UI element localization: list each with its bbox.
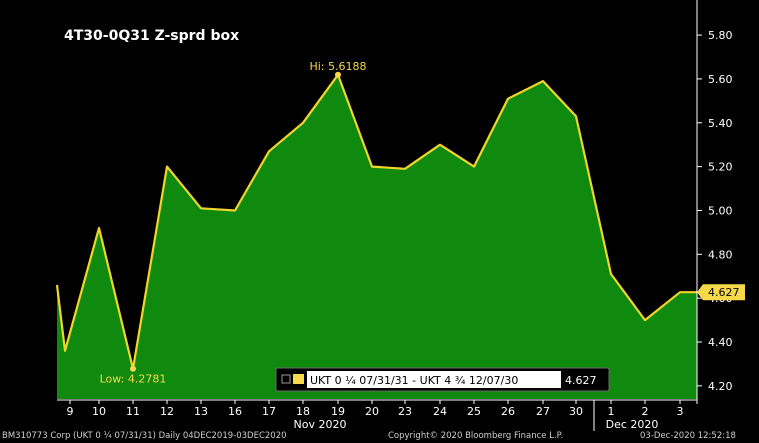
footer-bar: BM310773 Corp (UKT 0 ¼ 07/31/31) Daily 0…: [0, 431, 759, 443]
footer-timestamp: 03-Dec-2020 12:52:18: [640, 431, 736, 441]
legend-swatch: [293, 374, 304, 384]
x-tick-label: 23: [398, 405, 412, 418]
month-label-nov: Nov 2020: [294, 418, 347, 431]
y-tick-label: 5.40: [708, 117, 733, 130]
legend-toggle-icon: [281, 374, 291, 384]
plot-area: [55, 73, 697, 400]
legend-value: 4.627: [565, 374, 597, 387]
x-tick-label: 1: [608, 405, 615, 418]
chart-title: 4T30-0Q31 Z-sprd box: [64, 28, 239, 44]
last-value-tag: [697, 284, 745, 301]
hi-label: Hi: 5.6188: [309, 60, 366, 73]
legend-series-name: UKT 0 ¼ 07/31/31 - UKT 4 ¾ 12/07/30: [310, 374, 518, 387]
low-marker: [130, 365, 136, 372]
legend-name-background: [307, 371, 561, 388]
footer-security-info: BM310773 Corp (UKT 0 ¼ 07/31/31) Daily 0…: [2, 431, 287, 441]
x-tick-label: 12: [160, 405, 174, 418]
x-tick-label: 16: [228, 405, 242, 418]
y-tick-label: 4.40: [708, 336, 733, 349]
y-tick-label: 5.20: [708, 161, 733, 174]
x-tick-label: 30: [569, 405, 583, 418]
x-tick-label: 11: [126, 405, 140, 418]
x-tick-label: 26: [501, 405, 515, 418]
x-tick-label: 20: [365, 405, 379, 418]
hi-marker: [335, 71, 341, 78]
x-tick-label: 27: [536, 405, 550, 418]
z-spread-chart: 4.204.404.604.805.005.205.405.605.80 910…: [55, 0, 745, 431]
y-tick-label: 4.20: [708, 380, 733, 393]
series-area: [57, 74, 697, 400]
annotations: Hi: 5.6188 Low: 4.2781 4.627: [100, 60, 745, 386]
x-tick-label: 10: [92, 405, 106, 418]
x-tick-label: 18: [296, 405, 310, 418]
month-label-dec: Dec 2020: [606, 418, 659, 431]
last-value-label: 4.627: [708, 286, 740, 299]
x-tick-label: 17: [262, 405, 276, 418]
x-tick-label: 24: [433, 405, 447, 418]
y-tick-label: 5.80: [708, 29, 733, 42]
x-tick-label: 9: [67, 405, 74, 418]
x-tick-label: 2: [642, 405, 649, 418]
legend-box: UKT 0 ¼ 07/31/31 - UKT 4 ¾ 12/07/30 4.627: [275, 367, 610, 392]
y-tick-label: 5.60: [708, 73, 733, 86]
y-tick-label: 4.80: [708, 248, 733, 261]
low-label: Low: 4.2781: [100, 373, 167, 386]
footer-copyright: Copyright© 2020 Bloomberg Finance L.P.: [388, 431, 564, 441]
x-tick-label: 19: [331, 405, 345, 418]
y-tick-label: 5.00: [708, 204, 733, 217]
x-tick-label: 25: [467, 405, 481, 418]
series-line: [55, 73, 697, 370]
x-tick-label: 3: [677, 405, 684, 418]
x-tick-label: 13: [194, 405, 208, 418]
